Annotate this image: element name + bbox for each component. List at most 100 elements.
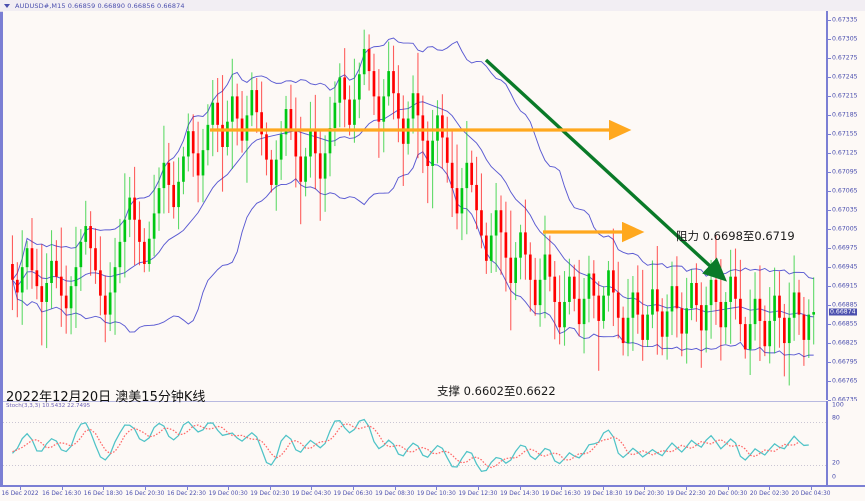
price-tick-label: 0.67155 (832, 130, 858, 138)
price-axis[interactable]: 0.67335 0.67305 0.67275 0.67245 0.67215 0.671… (826, 11, 865, 404)
price-tick-label: 0.66825 (832, 339, 858, 347)
time-tick-label: 19 Dec 02:30 (250, 491, 290, 497)
price-tick-mark (828, 210, 831, 212)
price-tick-label: 0.66795 (832, 358, 858, 366)
chart-drawings[interactable] (210, 58, 728, 282)
chevron-down-icon[interactable] (4, 3, 10, 8)
price-tick-mark (828, 115, 831, 117)
time-tick-label: 19 Dec 04:30 (291, 491, 331, 497)
price-tick-mark (828, 286, 831, 288)
symbol-info: AUDUSD#,M15 0.66859 0.66890 0.66856 0.66… (4, 0, 185, 11)
time-tick-label: 19 Dec 20:30 (624, 491, 664, 497)
price-tick-label: 0.66945 (832, 263, 858, 271)
stochastic-panel[interactable]: Stoch(3,3,3) 10.5432 22.7495 (3, 401, 828, 486)
time-tick-mark (477, 487, 479, 490)
time-tick-mark (144, 487, 146, 490)
time-tick-label: 16 Dec 2022 (1, 491, 39, 497)
stoch-tick-label: 100 (832, 401, 844, 409)
time-tick-mark (811, 487, 812, 490)
time-tick-mark (311, 487, 313, 490)
price-tick-mark (828, 77, 831, 79)
chart-caption: 2022年12月20日 澳美15分钟K线 (6, 390, 206, 405)
time-tick-label: 19 Dec 08:30 (375, 491, 415, 497)
price-tick-mark (828, 324, 831, 326)
time-tick-mark (561, 487, 563, 490)
time-tick-mark (394, 487, 396, 490)
price-tick-label: 0.66915 (832, 282, 858, 290)
time-tick-mark (769, 487, 771, 490)
price-tick-mark (828, 343, 831, 345)
stoch-tick-label: 80 (832, 414, 840, 422)
time-tick-mark (269, 487, 271, 490)
time-tick-label: 16 Dec 16:30 (42, 491, 82, 497)
price-tick-label: 0.66855 (832, 320, 858, 328)
price-tick-mark (828, 305, 831, 307)
time-tick-label: 19 Dec 12:30 (458, 491, 498, 497)
time-tick-mark (727, 487, 729, 490)
time-tick-label: 19 Dec 00:30 (208, 491, 248, 497)
time-tick-label: 20 Dec 02:30 (749, 491, 789, 497)
time-tick-mark (436, 487, 438, 490)
price-tick-label: 0.67215 (832, 92, 858, 100)
time-tick-label: 20 Dec 04:30 (791, 491, 831, 497)
time-tick-label: 19 Dec 14:30 (500, 491, 540, 497)
time-axis[interactable]: 16 Dec 2022 16 Dec 16:30 16 Dec 18:30 16 De… (0, 485, 865, 501)
stoch-tick-label: 0 (832, 473, 836, 481)
price-tick-label: 0.67185 (832, 111, 858, 119)
price-tick-label: 0.67125 (832, 149, 858, 157)
price-tick-label: 0.67245 (832, 73, 858, 81)
price-tick-mark (828, 20, 831, 22)
price-tick-label: 0.67065 (832, 187, 858, 195)
time-tick-mark (186, 487, 188, 490)
price-chart-plot[interactable] (3, 11, 828, 400)
stochastic-label: Stoch(3,3,3) 10.5432 22.7495 (5, 403, 92, 409)
time-tick-mark (686, 487, 688, 490)
time-tick-label: 19 Dec 10:30 (416, 491, 456, 497)
price-tick-label: 0.67095 (832, 168, 858, 176)
time-tick-mark (644, 487, 646, 490)
time-tick-label: 19 Dec 22:30 (666, 491, 706, 497)
time-tick-mark (228, 487, 230, 490)
price-tick-label: 0.67035 (832, 206, 858, 214)
time-tick-mark (20, 487, 21, 490)
stoch-tick-label: 20 (832, 459, 840, 467)
candlestick-series (11, 29, 816, 386)
price-tick-label: 0.66735 (832, 396, 858, 404)
price-tick-label: 0.67335 (832, 16, 858, 24)
price-tick-mark (828, 134, 831, 136)
plot-background (3, 11, 828, 400)
price-tick-mark (828, 191, 831, 193)
price-tick-mark (828, 400, 831, 401)
price-tick-mark (828, 381, 831, 383)
time-tick-label: 20 Dec 00:30 (708, 491, 748, 497)
time-tick-label: 16 Dec 20:30 (125, 491, 165, 497)
price-tick-mark (828, 362, 831, 364)
price-tick-mark (828, 172, 831, 174)
time-tick-label: 19 Dec 18:30 (583, 491, 623, 497)
stochastic-svg (3, 402, 828, 486)
price-tick-label: 0.67005 (832, 225, 858, 233)
price-tick-label: 0.66885 (832, 301, 858, 309)
time-tick-mark (103, 487, 105, 490)
time-tick-mark (61, 487, 63, 490)
bollinger-upper-band (12, 37, 814, 281)
time-tick-mark (602, 487, 604, 490)
stochastic-k-line (11, 418, 809, 473)
resistance-annotation: 阻力 0.6698至0.6719 (676, 229, 795, 243)
price-chart-svg (3, 11, 828, 400)
price-tick-mark (828, 39, 831, 41)
support-annotation: 支撑 0.6602至0.6622 (437, 384, 556, 398)
price-tick-label: 0.67305 (832, 35, 858, 43)
current-price-marker: 0.66874 (829, 308, 857, 316)
price-tick-label: 0.67275 (832, 54, 858, 62)
symbol-label: AUDUSD#,M15 0.66859 0.66890 0.66856 0.66… (15, 1, 185, 10)
time-tick-label: 16 Dec 18:30 (83, 491, 123, 497)
price-tick-mark (828, 229, 831, 231)
price-tick-mark (828, 153, 831, 155)
bollinger-lower-band (11, 151, 814, 358)
time-tick-label: 16 Dec 22:30 (167, 491, 207, 497)
price-tick-mark (828, 58, 831, 60)
price-tick-mark (828, 96, 831, 98)
stochastic-gridlines (3, 421, 828, 466)
